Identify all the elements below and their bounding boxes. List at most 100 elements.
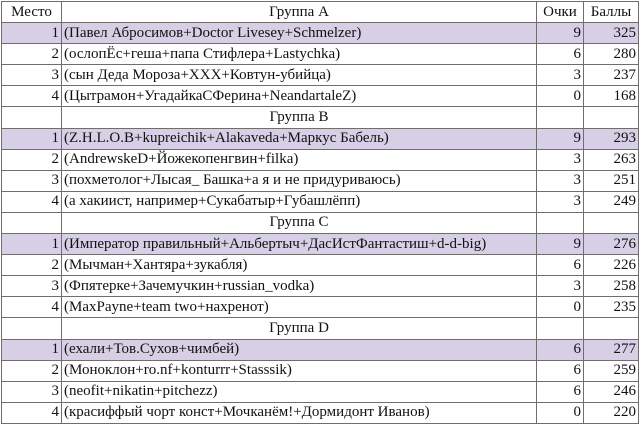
group-title: Группа D bbox=[61, 317, 537, 340]
team-cell: (Моноклон+ro.nf+konturrr+Stasssik) bbox=[61, 359, 537, 382]
score-cell: 168 bbox=[583, 85, 639, 108]
header-place: Место bbox=[1, 0, 62, 24]
score-cell: 280 bbox=[583, 43, 639, 66]
points-cell: 0 bbox=[536, 85, 584, 108]
score-cell: 220 bbox=[583, 401, 639, 424]
points-cell: 6 bbox=[536, 380, 584, 403]
points-cell: 0 bbox=[536, 401, 584, 424]
group-title: Группа B bbox=[61, 106, 537, 129]
place-cell: 2 bbox=[1, 359, 62, 382]
team-cell: (MaxPayne+team two+нахренот) bbox=[61, 296, 537, 319]
team-cell: (красиффый чорт конст+Мочканём!+Дормидон… bbox=[61, 401, 537, 424]
empty-cell bbox=[536, 211, 584, 235]
table-row: 3 (сын Деда Мороза+XXX+Ковтун-убийца) 3 237 bbox=[1, 64, 639, 87]
table-row: 3 (Фпятерке+Зачемучкин+russian_vodka) 3 258 bbox=[1, 275, 639, 298]
group-header-row: Группа B bbox=[1, 106, 639, 129]
team-cell: (Мычман+Хантяра+зукабля) bbox=[61, 254, 537, 277]
place-cell: 1 bbox=[1, 127, 62, 150]
team-cell: (Z.H.L.O.B+kupreichik+Alakaveda+Маркус Б… bbox=[61, 127, 537, 150]
score-cell: 235 bbox=[583, 296, 639, 319]
group-title: Группа C bbox=[61, 211, 537, 235]
table-row: 1 (Павел Абросимов+Doctor Livesey+Schmelz… bbox=[1, 22, 639, 45]
place-cell: 3 bbox=[1, 64, 62, 87]
team-cell: (сын Деда Мороза+XXX+Ковтун-убийца) bbox=[61, 64, 537, 87]
place-cell: 1 bbox=[1, 22, 62, 45]
table-row: 1 (Z.H.L.O.B+kupreichik+Alakaveda+Маркус … bbox=[1, 127, 639, 150]
points-cell: 6 bbox=[536, 359, 584, 382]
table-row: 2 (Мычман+Хантяра+зукабля) 6 226 bbox=[1, 254, 639, 277]
team-cell: (Павел Абросимов+Doctor Livesey+Schmelze… bbox=[61, 22, 537, 45]
empty-cell bbox=[1, 317, 62, 340]
group-header-row: Группа C bbox=[1, 211, 639, 235]
table-row: 2 (ослопЁс+геша+папа Стифлера+Lastychka) 6… bbox=[1, 43, 639, 66]
header-row: Место Группа A Очки Баллы bbox=[1, 0, 639, 24]
team-cell: (Цытрамон+УгадайкаСФерина+NeandartaleZ) bbox=[61, 85, 537, 108]
score-cell: 325 bbox=[583, 22, 639, 45]
team-cell: (AndrewskeD+Йожекопенгвин+filka) bbox=[61, 148, 537, 171]
table-row: 4 (а хакиист, например+Сукабатыр+Губашлёп… bbox=[1, 190, 639, 213]
score-cell: 263 bbox=[583, 148, 639, 171]
empty-cell bbox=[583, 106, 639, 129]
header-group-a: Группа A bbox=[61, 0, 537, 24]
score-cell: 249 bbox=[583, 190, 639, 213]
place-cell: 4 bbox=[1, 401, 62, 424]
place-cell: 4 bbox=[1, 190, 62, 213]
empty-cell bbox=[583, 211, 639, 235]
table-row: 2 (AndrewskeD+Йожекопенгвин+filka) 3 263 bbox=[1, 148, 639, 171]
group-header-row: Группа D bbox=[1, 317, 639, 340]
place-cell: 3 bbox=[1, 380, 62, 403]
empty-cell bbox=[536, 317, 584, 340]
score-cell: 293 bbox=[583, 127, 639, 150]
points-cell: 3 bbox=[536, 190, 584, 213]
table-row: 3 (neofit+nikatin+pitchezz) 6 246 bbox=[1, 380, 639, 403]
team-cell: (похметолог+Лысая_ Башка+а я и не придур… bbox=[61, 169, 537, 192]
table-row: 4 (Цытрамон+УгадайкаСФерина+NeandartaleZ)… bbox=[1, 85, 639, 108]
score-cell: 258 bbox=[583, 275, 639, 298]
place-cell: 1 bbox=[1, 338, 62, 361]
team-cell: (а хакиист, например+Сукабатыр+Губашлёпп… bbox=[61, 190, 537, 213]
points-cell: 6 bbox=[536, 338, 584, 361]
header-score: Баллы bbox=[583, 0, 639, 24]
points-cell: 6 bbox=[536, 43, 584, 66]
table-row: 1 (ехали+Тов.Сухов+чимбей) 6 277 bbox=[1, 338, 639, 361]
points-cell: 3 bbox=[536, 64, 584, 87]
team-cell: (ослопЁс+геша+папа Стифлера+Lastychka) bbox=[61, 43, 537, 66]
points-cell: 9 bbox=[536, 127, 584, 150]
points-cell: 9 bbox=[536, 233, 584, 256]
points-cell: 3 bbox=[536, 275, 584, 298]
place-cell: 2 bbox=[1, 254, 62, 277]
score-cell: 259 bbox=[583, 359, 639, 382]
points-cell: 0 bbox=[536, 296, 584, 319]
place-cell: 3 bbox=[1, 169, 62, 192]
team-cell: (neofit+nikatin+pitchezz) bbox=[61, 380, 537, 403]
team-cell: (Фпятерке+Зачемучкин+russian_vodka) bbox=[61, 275, 537, 298]
empty-cell bbox=[1, 106, 62, 129]
team-cell: (Император правильный+Альбертыч+ДасИстФа… bbox=[61, 233, 537, 256]
empty-cell bbox=[583, 317, 639, 340]
header-points: Очки bbox=[536, 0, 584, 24]
points-cell: 6 bbox=[536, 254, 584, 277]
points-cell: 3 bbox=[536, 148, 584, 171]
place-cell: 2 bbox=[1, 43, 62, 66]
place-cell: 3 bbox=[1, 275, 62, 298]
place-cell: 1 bbox=[1, 233, 62, 256]
table-row: 1 (Император правильный+Альбертыч+ДасИстФ… bbox=[1, 233, 639, 256]
place-cell: 2 bbox=[1, 148, 62, 171]
points-cell: 9 bbox=[536, 22, 584, 45]
score-cell: 277 bbox=[583, 338, 639, 361]
table-row: 3 (похметолог+Лысая_ Башка+а я и не приду… bbox=[1, 169, 639, 192]
score-cell: 251 bbox=[583, 169, 639, 192]
place-cell: 4 bbox=[1, 296, 62, 319]
table-row: 2 (Моноклон+ro.nf+konturrr+Stasssik) 6 259 bbox=[1, 359, 639, 382]
empty-cell bbox=[1, 211, 62, 235]
team-cell: (ехали+Тов.Сухов+чимбей) bbox=[61, 338, 537, 361]
place-cell: 4 bbox=[1, 85, 62, 108]
score-cell: 226 bbox=[583, 254, 639, 277]
score-cell: 276 bbox=[583, 233, 639, 256]
empty-cell bbox=[536, 106, 584, 129]
points-cell: 3 bbox=[536, 169, 584, 192]
table-row: 4 (MaxPayne+team two+нахренот) 0 235 bbox=[1, 296, 639, 319]
score-cell: 237 bbox=[583, 64, 639, 87]
